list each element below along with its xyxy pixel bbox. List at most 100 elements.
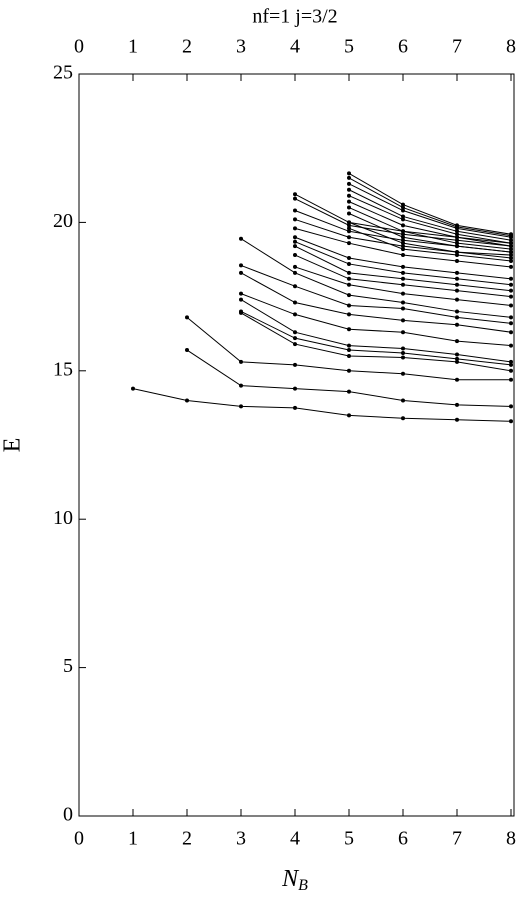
data-point [401,229,405,234]
data-point [347,413,351,418]
x-label-main: N [281,866,300,892]
data-point [401,202,405,207]
data-point [509,247,513,252]
data-point [293,342,297,347]
data-point [455,270,459,275]
data-point [509,419,513,424]
data-point [239,359,243,364]
data-point [239,309,243,314]
data-point [131,386,135,391]
data-point [401,371,405,376]
data-point [455,402,459,407]
data-point [293,192,297,197]
data-point [509,321,513,326]
data-point [509,253,513,258]
data-point [401,214,405,219]
data-point [509,404,513,409]
data-point [239,291,243,296]
series-line [348,221,512,256]
series-line [348,195,512,244]
data-point [293,336,297,341]
data-point [509,330,513,335]
data-point [455,253,459,258]
x-tick-label: 4 [290,828,300,850]
data-point [293,208,297,213]
x-axis-label: NB [281,866,308,894]
data-point [401,300,405,305]
data-point [455,282,459,287]
data-point [347,368,351,373]
data-point [293,196,297,201]
data-point [347,226,351,231]
data-point [401,217,405,222]
data-point [293,300,297,305]
x-top-tick-label: 3 [236,36,246,58]
data-point [347,187,351,192]
data-point [239,383,243,388]
data-point [401,276,405,281]
data-point [293,330,297,335]
data-point [239,404,243,409]
y-tick-label: 15 [53,358,73,380]
data-point [347,261,351,266]
data-point [293,253,297,258]
data-point [401,232,405,237]
x-top-tick-label: 5 [344,36,354,58]
series-line [348,177,512,237]
data-point [239,270,243,275]
series-line [348,201,512,247]
data-point [347,343,351,348]
plot-frame [78,73,515,817]
data-point [509,244,513,249]
data-point [347,241,351,246]
x-label-sub: B [298,877,308,894]
data-point [509,315,513,320]
data-point [509,256,513,261]
data-point [455,288,459,293]
data-point [401,241,405,246]
data-point [239,297,243,302]
series-line [348,227,512,262]
data-point [509,377,513,382]
data-point [509,343,513,348]
data-point [347,205,351,210]
data-point [347,199,351,204]
data-point [455,229,459,234]
data-point [347,282,351,287]
data-point [401,208,405,213]
data-point [455,276,459,281]
series-line [294,254,512,298]
data-point [455,297,459,302]
data-point [347,276,351,281]
data-point [401,223,405,228]
series-line [348,183,512,238]
data-point [401,350,405,355]
data-point [455,244,459,249]
data-point [455,258,459,263]
series-line [240,312,512,372]
x-tick-label: 0 [74,828,84,850]
data-point [347,327,351,332]
data-point [455,241,459,246]
data-point [293,235,297,240]
data-point [455,352,459,357]
data-point [347,353,351,358]
data-point [293,405,297,410]
data-point [347,293,351,298]
data-point [401,253,405,258]
data-point [293,244,297,249]
x-top-tick-label: 7 [452,36,462,58]
data-point [401,205,405,210]
data-point [293,264,297,269]
series-line [186,349,512,407]
data-point [347,235,351,240]
x-tick-label: 2 [182,828,192,850]
x-tick-label: 3 [236,828,246,850]
data-point [347,220,351,225]
x-tick-label: 8 [506,828,516,850]
data-point [401,244,405,249]
data-point [401,306,405,311]
data-point [401,355,405,360]
data-point [293,312,297,317]
y-tick-label: 20 [53,210,73,232]
